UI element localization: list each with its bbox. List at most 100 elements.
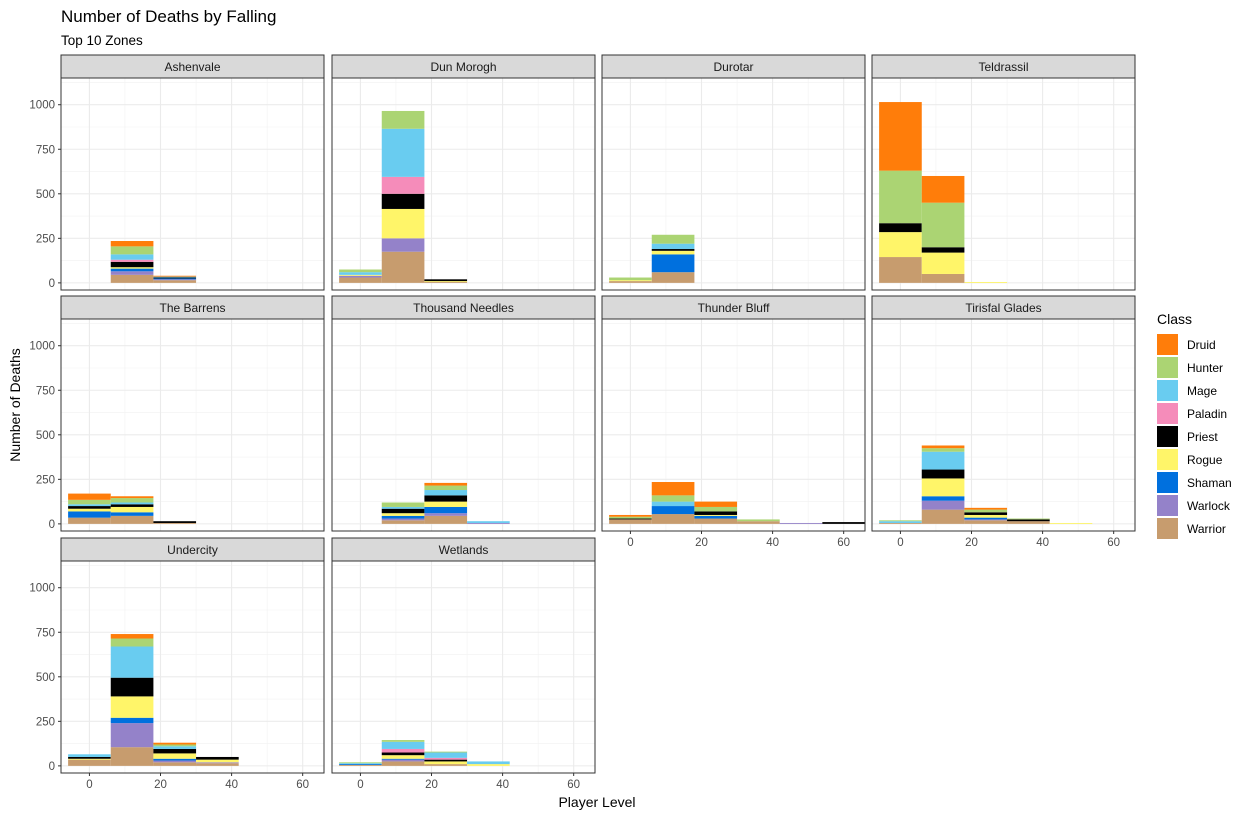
bar-segment-priest (68, 506, 111, 509)
bar-segment-priest (1007, 519, 1050, 522)
bar-segment-priest (196, 756, 239, 760)
bar-segment-shaman (694, 515, 738, 519)
bar-segment-mage (381, 128, 425, 177)
gridlines (872, 319, 1135, 531)
bar-segment-warrior (68, 759, 111, 766)
bar-segment-rogue (921, 252, 965, 274)
bar-segment-hunter (921, 448, 965, 452)
bars (339, 740, 510, 766)
legend-label: Paladin (1187, 407, 1227, 421)
bar-segment-warrior (651, 272, 695, 283)
bar-segment-shaman (921, 496, 965, 501)
plot-background (61, 561, 324, 773)
bar-segment-priest (153, 521, 197, 523)
plot-background (872, 319, 1135, 531)
bar-segment-rogue (196, 759, 239, 763)
bar-segment-hunter (921, 202, 965, 248)
bar-segment-priest (964, 512, 1008, 515)
y-tick-label: 1000 (29, 583, 55, 595)
bar-segment-warrior (879, 522, 922, 524)
bar-segment-warrior (153, 522, 197, 524)
legend-label: Druid (1187, 338, 1216, 352)
panel-border (331, 318, 596, 532)
facet-panel: Teldrassil (871, 54, 1136, 291)
gridlines (61, 319, 324, 531)
facet-panel: Thunder Bluff 0 20 40 60 (601, 295, 866, 549)
gridlines (602, 78, 865, 290)
bar-segment-priest (110, 504, 154, 507)
legend-swatch-paladin (1157, 403, 1178, 424)
bar-segment-warrior (737, 521, 780, 524)
bar-segment-mage (110, 646, 154, 678)
gridlines (61, 78, 324, 290)
plot-background (332, 78, 595, 290)
bar-segment-warlock (381, 518, 425, 521)
y-tick-label: 0 (49, 761, 55, 773)
bar-segment-priest (381, 508, 425, 514)
bar-segment-rogue (381, 755, 425, 759)
plot-background (61, 78, 324, 290)
y-tick-label: 250 (36, 233, 55, 245)
panel-border (331, 77, 596, 291)
bar-segment-mage (424, 490, 468, 496)
bars (381, 482, 510, 524)
bar-segment-priest (609, 518, 652, 520)
bar-segment-warlock (110, 723, 154, 748)
facet-label: Thousand Needles (413, 301, 514, 315)
legend-label: Priest (1187, 430, 1218, 444)
bar-segment-mage (110, 502, 154, 505)
bar-segment-druid (110, 241, 154, 247)
bar-segment-warlock (196, 762, 239, 764)
y-tick-label: 250 (36, 716, 55, 728)
legend-swatch-priest (1157, 426, 1178, 447)
legend-label: Warrior (1187, 522, 1226, 536)
bar-segment-rogue (467, 764, 510, 766)
legend-label: Hunter (1187, 361, 1223, 375)
bar-segment-hunter (651, 234, 695, 244)
bar-segment-hunter (339, 269, 382, 273)
bar-segment-warrior (153, 280, 197, 283)
bar-segment-priest (153, 277, 197, 279)
bar-segment-druid (424, 482, 468, 486)
legend-label: Warlock (1187, 499, 1231, 513)
facet-panel: Durotar (601, 54, 866, 291)
x-axis-title: Player Level (558, 794, 635, 810)
bar-segment-mage (651, 501, 695, 507)
bar-segment-priest (381, 752, 425, 756)
y-tick-label: 1000 (29, 100, 55, 112)
gridlines (332, 78, 595, 290)
bar-segment-druid (153, 275, 197, 277)
bar-segment-warrior (694, 518, 738, 524)
legend-title: Class (1157, 311, 1192, 327)
facet-label: Tirisfal Glades (965, 301, 1041, 315)
bar-segment-druid (879, 102, 922, 171)
facet-panel: Ashenvale 0 250 500 750 1000 (29, 54, 325, 291)
bar-segment-mage (68, 504, 111, 507)
bar-segment-hunter (694, 506, 738, 512)
bar-segment-rogue (879, 232, 922, 258)
bar-segment-shaman (381, 758, 425, 760)
bar-segment-hunter (424, 751, 468, 753)
x-tick-label: 40 (496, 779, 509, 791)
bar-segment-rogue (921, 478, 965, 497)
bar-segment-hunter (1007, 518, 1050, 520)
bar-segment-warrior (153, 762, 197, 766)
bar-segment-druid (153, 742, 197, 745)
bar-segment-priest (153, 748, 197, 754)
panel-border (601, 318, 866, 532)
bar-segment-rogue (1049, 522, 1093, 524)
x-tick-label: 20 (695, 537, 708, 549)
bar-segment-hunter (609, 516, 652, 519)
x-tick-label: 40 (1036, 537, 1049, 549)
legend-swatch-rogue (1157, 449, 1178, 470)
bar-segment-hunter (381, 740, 425, 742)
bar-segment-shaman (68, 511, 111, 518)
bar-segment-mage (424, 752, 468, 758)
legend-swatch-warlock (1157, 495, 1178, 516)
bar-segment-druid (921, 175, 965, 203)
bar-segment-shaman (110, 512, 154, 516)
bar-segment-rogue (651, 250, 695, 255)
panel-border (60, 318, 325, 532)
y-tick-label: 500 (36, 672, 55, 684)
bar-segment-warrior (381, 520, 425, 524)
